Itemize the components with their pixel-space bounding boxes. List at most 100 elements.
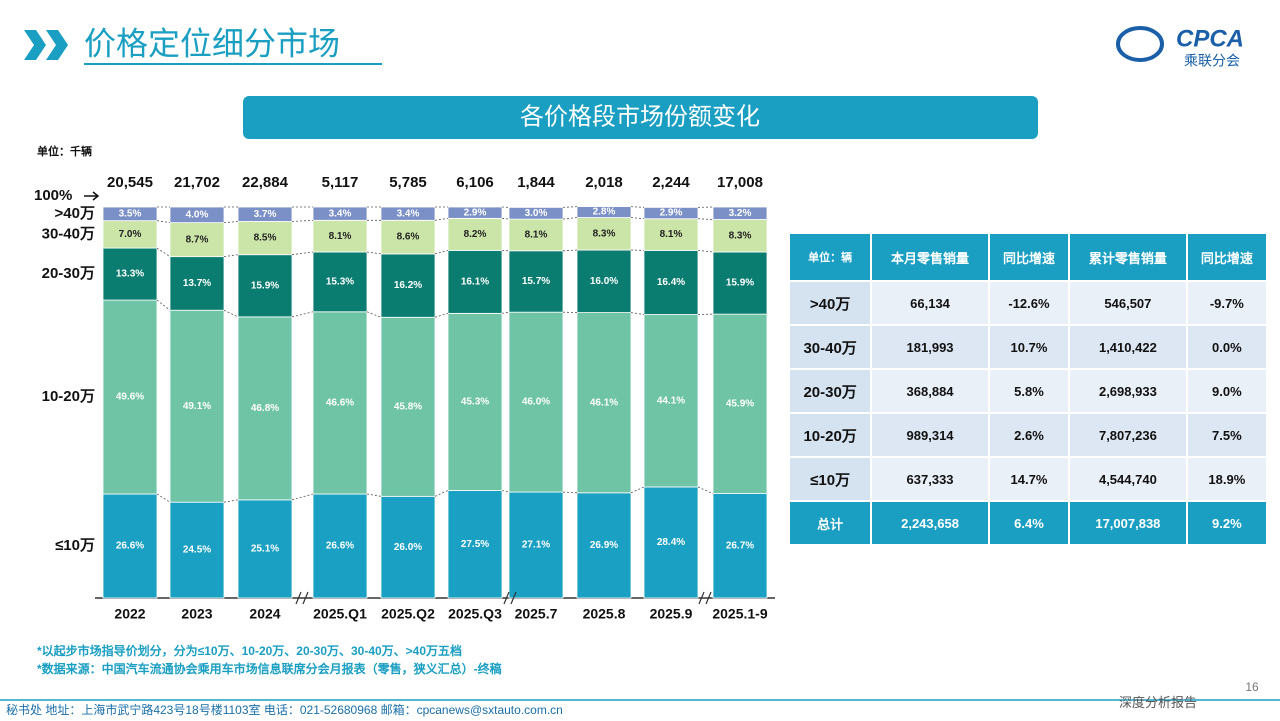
logo-subtitle: 乘联分会 [1184,53,1240,69]
bar-segment [169,309,225,503]
bar-segment [447,217,503,251]
value-label: 26.9% [590,540,618,551]
bar-segment [508,206,564,220]
bar-segment [576,492,632,599]
bar-segment [312,311,368,495]
value-label: 2.9% [660,208,683,219]
bar-segment [169,501,225,599]
table-cell: 17,007,838 [1068,500,1188,546]
bar-segment [447,206,503,219]
bar-segment [102,299,158,495]
table-cell: 181,993 [870,324,990,370]
bar-segment [312,219,368,253]
table-row: 30-40万 181,993 10.7% 1,410,422 0.0% [787,324,1269,370]
bar-segment [576,249,632,313]
table-row: 总计 2,243,658 6.4% 17,007,838 9.2% [787,500,1269,546]
value-label: 26.0% [394,542,422,553]
table-header: 单位：辆 本月零售销量 同比增速 累计零售销量 同比增速 [787,232,1269,282]
value-label: 3.0% [525,208,548,219]
connector [434,217,449,221]
connector [223,254,239,258]
header-cell: 累计零售销量 [1068,232,1188,282]
bar-segment [312,206,368,221]
table-cell: 9.0% [1185,368,1269,414]
connector [156,493,171,503]
bar-segment [576,206,632,218]
value-label: 27.1% [522,540,550,551]
top-label: 100% [34,187,72,204]
bar-segment [712,493,768,599]
total-label: 6,106 [456,174,494,191]
value-label: 25.1% [251,544,279,555]
value-label: 13.3% [116,269,144,280]
table-row: ≤10万 637,333 14.7% 4,544,740 18.9% [787,456,1269,502]
bar-segment [712,206,768,220]
bar-segment [712,251,768,315]
connector [223,221,239,224]
bar-segment [380,253,436,318]
table-cell: 0.0% [1185,324,1269,370]
table-cell: -9.7% [1185,280,1269,326]
x-tick-label: 2022 [114,606,145,622]
table-cell: 368,884 [870,368,990,414]
bar-segment [508,491,564,599]
x-tick-label: 2025.Q3 [448,606,502,622]
table-row: >40万 66,134 -12.6% 546,507 -9.7% [787,280,1269,326]
table-cell: 66,134 [870,280,990,326]
table-cell: 2.6% [987,412,1071,458]
table-cell: 总计 [787,500,873,546]
table-cell: 9.2% [1185,500,1269,546]
total-label: 5,785 [389,174,427,191]
series-label: ≤10万 [55,537,95,554]
table-cell: 10.7% [987,324,1071,370]
connector [562,249,578,252]
table-cell: 4,544,740 [1068,456,1188,502]
table-cell: >40万 [787,280,873,326]
x-tick-label: 2025.9 [650,606,693,622]
series-label: 20-30万 [42,265,95,282]
connector [156,220,171,224]
table-cell: 2,698,933 [1068,368,1188,414]
bar-segment [102,493,158,599]
note: *数据来源：中国汽车流通协会乘用车市场信息联席分会月报表（零售，狭义汇总）-终稿 [37,661,502,676]
value-label: 45.8% [394,401,422,412]
value-label: 3.4% [397,208,420,219]
bar-segment [508,218,564,252]
banner-title: 各价格段市场份额变化 [520,103,760,130]
bar-segment [643,314,699,488]
bar-segment [508,250,564,313]
value-label: 16.2% [394,280,422,291]
connector [291,251,314,256]
value-label: 49.6% [116,392,144,403]
connector [156,299,171,311]
connector [434,490,449,497]
value-label: 2.8% [593,207,616,218]
table-cell: 30-40万 [787,324,873,370]
header-cell: 同比增速 [1185,232,1269,282]
value-label: 16.4% [657,277,685,288]
bar-segment [169,206,225,224]
bar-segment [380,206,436,221]
value-label: 3.7% [254,209,277,220]
report-label: 深度分析报告 [1119,695,1197,710]
table-cell: 10-20万 [787,412,873,458]
connector [630,217,645,220]
bar-segment [576,217,632,251]
x-tick-label: 2023 [181,606,212,622]
connector [697,218,714,220]
value-label: 45.9% [726,399,754,410]
page-title: 价格定位细分市场 [84,25,340,61]
table-cell: 1,410,422 [1068,324,1188,370]
total-label: 1,844 [517,174,555,191]
value-label: 27.5% [461,539,489,550]
total-label: 5,117 [322,174,359,191]
page-number: 16 [1245,680,1259,694]
value-label: 16.1% [461,277,489,288]
value-label: 3.4% [329,208,352,219]
value-label: 46.0% [522,397,550,408]
table-cell: 14.7% [987,456,1071,502]
connector [291,311,314,318]
total-label: 20,545 [107,174,153,191]
header-cell: 同比增速 [987,232,1071,282]
